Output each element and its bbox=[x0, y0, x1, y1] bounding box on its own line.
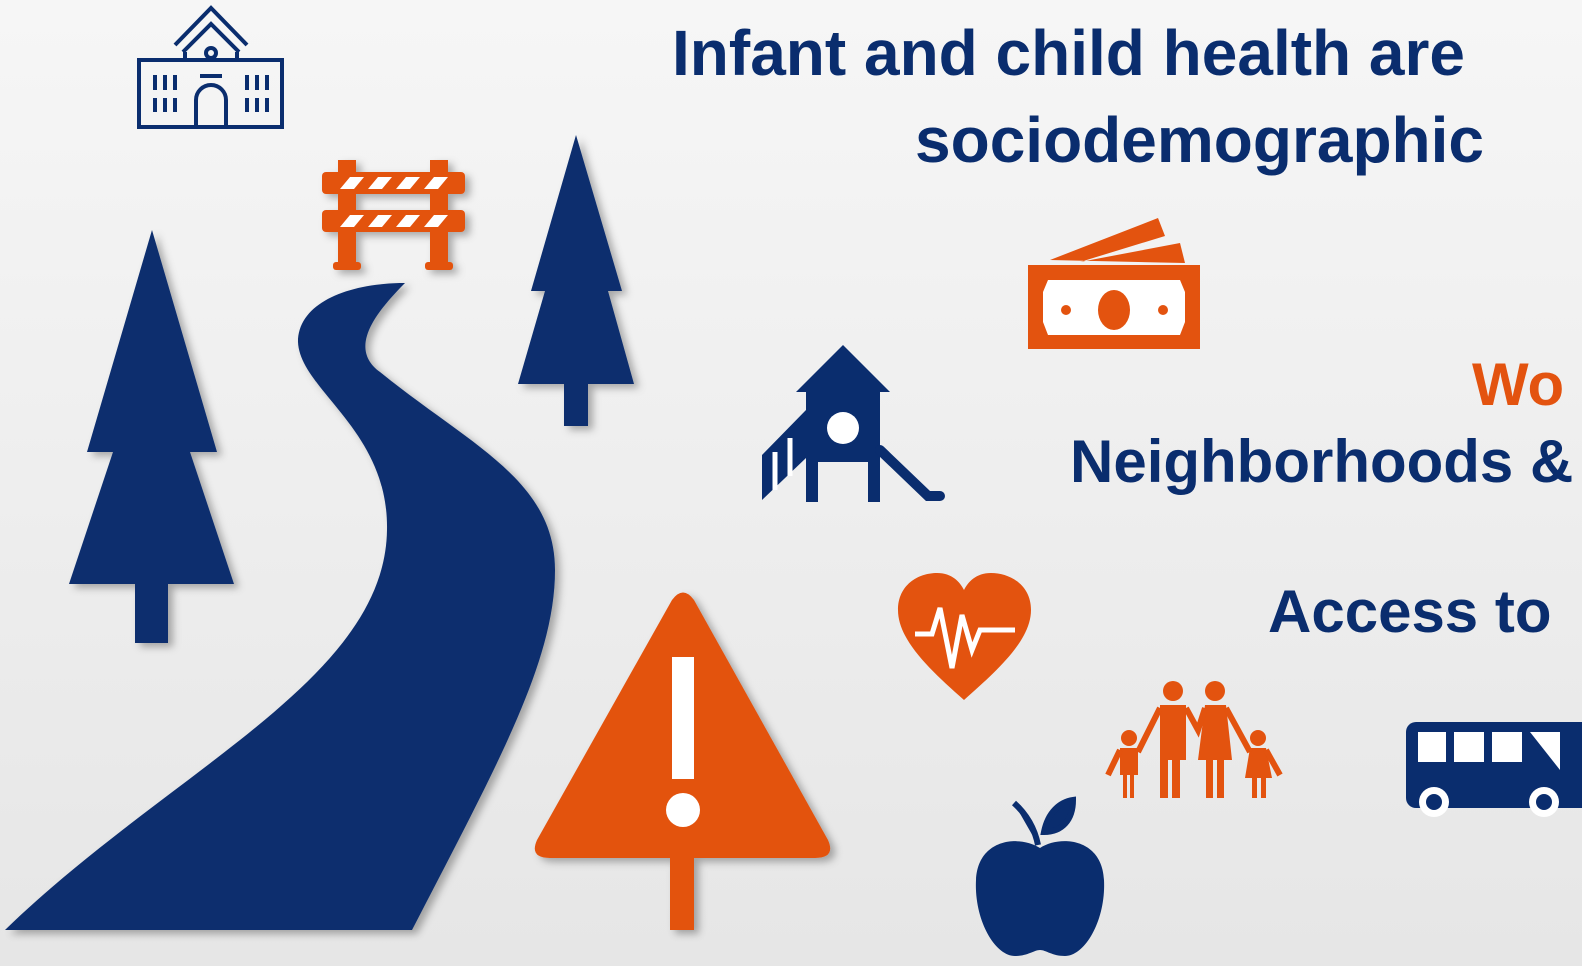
title-line: Infant and child health are bbox=[672, 17, 1465, 89]
label: Neighborhoods & bbox=[1070, 428, 1573, 495]
bus-icon bbox=[1406, 722, 1582, 817]
page: Infant and child health are sociodemogra… bbox=[0, 0, 1582, 966]
label: Wo bbox=[1472, 351, 1564, 418]
title-line: sociodemographic bbox=[915, 104, 1484, 176]
label: Access to bbox=[1268, 578, 1551, 645]
slide: Infant and child health are sociodemogra… bbox=[0, 0, 1582, 966]
